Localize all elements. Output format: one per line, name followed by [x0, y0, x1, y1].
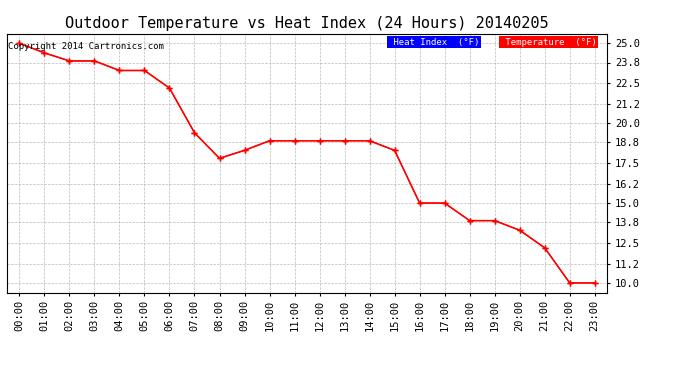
Title: Outdoor Temperature vs Heat Index (24 Hours) 20140205: Outdoor Temperature vs Heat Index (24 Ho… [66, 16, 549, 31]
Text: Temperature  (°F): Temperature (°F) [500, 38, 597, 46]
Text: Copyright 2014 Cartronics.com: Copyright 2014 Cartronics.com [8, 42, 164, 51]
Text: Heat Index  (°F): Heat Index (°F) [388, 38, 480, 46]
